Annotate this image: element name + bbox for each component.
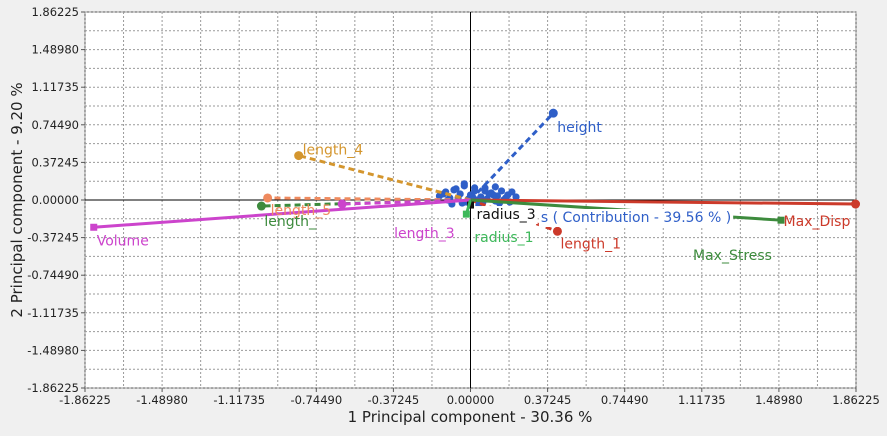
x-tick-label: 0.37245 [524, 393, 572, 407]
x-tick-label: 1.48980 [755, 393, 803, 407]
observation-point [512, 193, 520, 201]
x-tick-label: 1.11735 [678, 393, 726, 407]
vector-volume [93, 198, 471, 229]
vector-label-length_4: length_4 [303, 143, 364, 159]
vector-label-length_3: length_3 [394, 226, 455, 242]
y-axis-label: 2 Principal component - 9.20 % [8, 82, 26, 317]
vector-label-volume: Volume [97, 233, 149, 249]
observation-point [452, 185, 460, 193]
vector-endpoint [851, 199, 861, 209]
vector-endpoint [552, 226, 562, 236]
vector-label-max_stress: Max_Stress [693, 248, 772, 264]
x-tick-label: 1.86225 [832, 393, 880, 407]
y-tick-label: 1.11735 [31, 80, 79, 94]
y-tick-label: -0.74490 [27, 268, 79, 282]
radius-label-background [474, 206, 538, 225]
vector-label-max_disp: Max_Disp [784, 214, 851, 230]
x-axis-label: 1 Principal component - 30.36 % [348, 408, 593, 426]
contribution-label-background [538, 209, 734, 227]
vector-endpoint [462, 210, 470, 218]
vector-endpoint [337, 199, 347, 209]
vector-label-length_5: length_5 [271, 203, 332, 219]
vector-endpoint [263, 193, 273, 203]
y-tick-label: 1.86225 [31, 5, 79, 19]
observation-point [497, 187, 506, 195]
vector-length_1 [469, 198, 558, 233]
x-tick-label: -0.37245 [368, 393, 420, 407]
observation-point [460, 180, 468, 188]
vector-label-radius_3: radius_3 [477, 207, 536, 223]
vector-endpoint [548, 108, 558, 118]
vector-label-height: height [557, 120, 602, 136]
vector-endpoint [90, 223, 98, 231]
x-tick-label: -0.74490 [290, 393, 342, 407]
y-tick-label: 0.74490 [31, 118, 79, 132]
y-tick-label: -1.86225 [27, 381, 79, 395]
observation-point [439, 190, 448, 198]
observation-point [481, 187, 489, 195]
observation-point [508, 188, 516, 196]
vector-label-radius_1: radius_1 [474, 230, 533, 246]
x-tick-label: -1.11735 [213, 393, 265, 407]
x-tick-label: 0.00000 [447, 393, 495, 407]
y-tick-label: -1.48980 [27, 343, 79, 357]
y-tick-label: 0.00000 [31, 193, 79, 207]
observation-point [491, 183, 499, 191]
vector-endpoint [256, 201, 266, 211]
x-tick-label: -1.86225 [59, 393, 111, 407]
y-tick-label: 0.37245 [31, 155, 79, 169]
x-tick-label: -1.48980 [136, 393, 188, 407]
observation-point [471, 184, 479, 192]
y-tick-label: -0.37245 [27, 231, 79, 245]
vector-label-length_1: length_1 [560, 236, 621, 252]
y-tick-label: -1.11735 [27, 306, 79, 320]
y-tick-label: 1.48980 [31, 43, 79, 57]
vector-endpoint [777, 216, 785, 224]
vector-endpoint [294, 151, 304, 161]
vector-label-length_: length_ [264, 214, 317, 230]
x-tick-label: 0.74490 [601, 393, 649, 407]
component-contribution-label: s ( Contribution - 39.56 % ) [541, 210, 731, 226]
vector-max_disp [470, 198, 856, 206]
